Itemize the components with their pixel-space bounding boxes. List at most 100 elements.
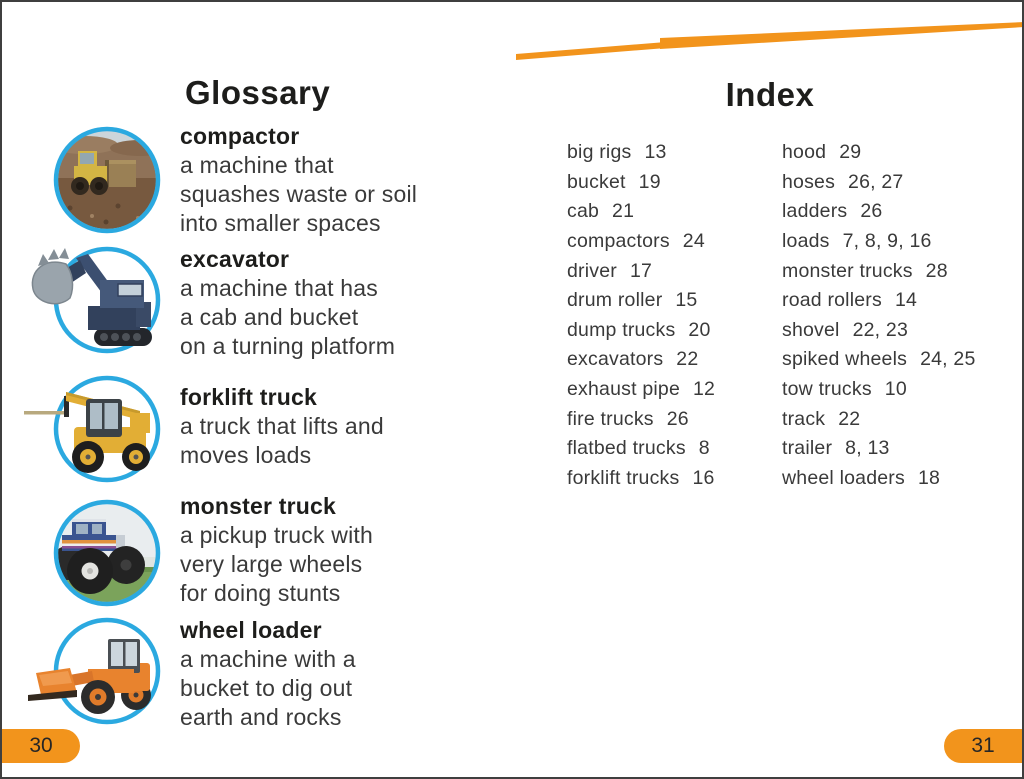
excavator-photo — [31, 246, 161, 354]
index-page-numbers: 20 — [688, 318, 711, 341]
index-term: forklift trucks — [567, 466, 680, 489]
glossary-term: forklift truck — [180, 384, 317, 410]
index-entry: flatbed trucks 8 — [567, 434, 715, 464]
index-entry: fire trucks 26 — [567, 404, 715, 434]
index-entry: hoses 26, 27 — [782, 168, 976, 198]
orange-swoosh-decoration — [516, 22, 1022, 60]
index-page-numbers: 22 — [838, 407, 861, 430]
compactor-photo — [53, 126, 161, 234]
index-term: hoses — [782, 170, 836, 193]
index-term: flatbed trucks — [567, 437, 686, 460]
index-page-numbers: 28 — [925, 259, 948, 282]
glossary-entry: monster truck a pickup truck with very l… — [180, 492, 480, 608]
glossary-term: compactor — [180, 123, 300, 149]
index-page-numbers: 10 — [884, 378, 907, 401]
index-entry: exhaust pipe 12 — [567, 375, 715, 405]
index-term: compactors — [567, 230, 670, 253]
index-term: ladders — [782, 200, 848, 223]
index-entry: monster trucks 28 — [782, 256, 976, 286]
index-term: wheel loaders — [782, 466, 905, 489]
index-entry: big rigs 13 — [567, 138, 715, 168]
glossary-term: monster truck — [180, 493, 336, 519]
glossary-definition: a truck that lifts and moves loads — [180, 413, 384, 468]
index-entry: drum roller 15 — [567, 286, 715, 316]
index-page-numbers: 29 — [839, 141, 862, 164]
page-number-tab-right: 31 — [944, 729, 1022, 763]
index-page-numbers: 17 — [629, 259, 653, 282]
index-entry: bucket 19 — [567, 168, 715, 198]
index-page-numbers: 8, 13 — [845, 437, 890, 460]
index-term: spiked wheels — [782, 348, 908, 371]
glossary-definition: a machine that has a cab and bucket on a… — [180, 275, 396, 359]
index-entry: track 22 — [782, 404, 976, 434]
forklift-truck-photo — [24, 375, 161, 483]
index-term: excavators — [567, 348, 664, 371]
index-page-numbers: 26 — [860, 200, 883, 223]
glossary-entry: compactor a machine that squashes waste … — [180, 122, 480, 238]
index-term: drum roller — [567, 289, 663, 312]
index-column-left: big rigs 13 bucket 19 cab 21 compactors 24 d… — [567, 138, 715, 493]
index-term: big rigs — [567, 141, 632, 164]
index-page-numbers: 22 — [676, 348, 699, 371]
index-term: exhaust pipe — [567, 378, 680, 401]
index-term: hood — [782, 141, 827, 164]
index-term: bucket — [567, 170, 626, 193]
index-term: loads — [782, 230, 830, 253]
index-term: trailer — [782, 437, 833, 460]
index-entry: hood 29 — [782, 138, 976, 168]
index-column-right: hood 29 hoses 26, 27 ladders 26 loads 7, 8, … — [782, 138, 976, 493]
glossary-entry: forklift truck a truck that lifts and mo… — [180, 383, 480, 470]
index-title: Index — [725, 76, 815, 114]
glossary-entry: excavator a machine that has a cab and b… — [180, 245, 480, 361]
glossary-title: Glossary — [185, 74, 331, 112]
page-number-tab-left: 30 — [2, 729, 80, 763]
index-page-numbers: 24 — [682, 230, 705, 253]
index-entry: cab 21 — [567, 197, 715, 227]
index-entry: excavators 22 — [567, 345, 715, 375]
index-term: dump trucks — [567, 318, 676, 341]
index-entry: spiked wheels 24, 25 — [782, 345, 976, 375]
index-term: monster trucks — [782, 259, 913, 282]
glossary-definition: a machine that squashes waste or soil in… — [180, 152, 418, 236]
index-term: track — [782, 407, 826, 430]
index-entry: dump trucks 20 — [567, 316, 715, 346]
index-page-numbers: 22, 23 — [852, 318, 908, 341]
glossary-definition: a machine with a bucket to dig out earth… — [180, 646, 356, 730]
index-entry: compactors 24 — [567, 227, 715, 257]
index-page-numbers: 13 — [644, 141, 667, 164]
index-entry: ladders 26 — [782, 197, 976, 227]
glossary-term: wheel loader — [180, 617, 322, 643]
index-page-numbers: 19 — [638, 170, 661, 193]
index-entry: wheel loaders 18 — [782, 464, 976, 494]
index-page-numbers: 26, 27 — [848, 170, 904, 193]
index-entry: loads 7, 8, 9, 16 — [782, 227, 976, 257]
index-page-numbers: 12 — [692, 378, 716, 401]
index-term: fire trucks — [567, 407, 654, 430]
index-page-numbers: 15 — [675, 289, 698, 312]
index-entry: shovel 22, 23 — [782, 316, 976, 346]
index-entry: forklift trucks 16 — [567, 464, 715, 494]
index-term: driver — [567, 259, 617, 282]
index-page-numbers: 21 — [612, 200, 635, 223]
index-page-numbers: 14 — [894, 289, 918, 312]
index-page-numbers: 24, 25 — [920, 348, 976, 371]
index-term: tow trucks — [782, 378, 872, 401]
index-term: cab — [567, 200, 600, 223]
index-entry: tow trucks 10 — [782, 375, 976, 405]
glossary-definition: a pickup truck with very large wheels fo… — [180, 522, 373, 606]
index-page-numbers: 7, 8, 9, 16 — [842, 230, 932, 253]
glossary-entry: wheel loader a machine with a bucket to … — [180, 616, 480, 732]
monster-truck-photo — [53, 499, 161, 607]
index-page-numbers: 26 — [666, 407, 689, 430]
index-entry: trailer 8, 13 — [782, 434, 976, 464]
index-entry: road rollers 14 — [782, 286, 976, 316]
index-term: shovel — [782, 318, 840, 341]
index-term: road rollers — [782, 289, 882, 312]
index-page-numbers: 16 — [692, 466, 715, 489]
index-page-numbers: 8 — [698, 437, 710, 460]
index-entry: driver 17 — [567, 256, 715, 286]
glossary-term: excavator — [180, 246, 290, 272]
wheel-loader-photo — [28, 617, 161, 725]
index-page-numbers: 18 — [917, 466, 941, 489]
